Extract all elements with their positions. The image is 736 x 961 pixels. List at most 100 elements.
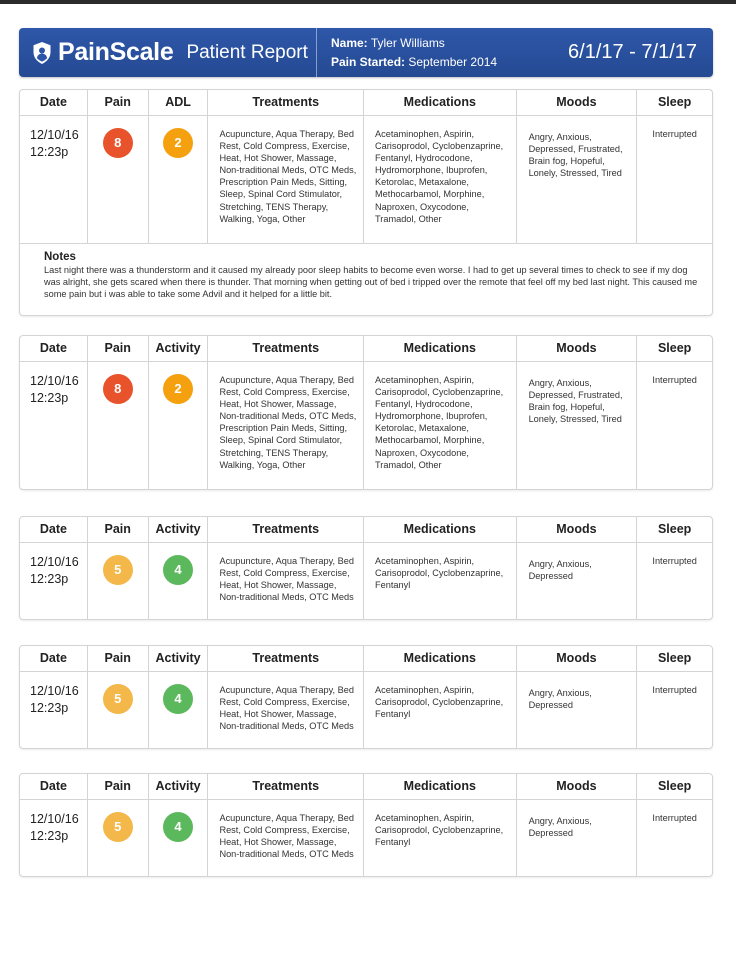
pain-badge: 8 bbox=[102, 374, 133, 404]
sleep-cell: Interrupted bbox=[652, 685, 697, 695]
table-header: Date Pain Activity Treatments Medication… bbox=[20, 646, 712, 672]
shield-icon bbox=[33, 41, 51, 64]
entry-date: 12/10/16 bbox=[30, 812, 79, 826]
column-header-medications: Medications bbox=[364, 90, 517, 115]
column-header-treatments: Treatments bbox=[208, 517, 365, 542]
table-row: 12/10/16 12:23p 8 2 Acupuncture, Aqua Th… bbox=[20, 116, 712, 243]
column-header-medications: Medications bbox=[364, 646, 517, 671]
column-header-treatments: Treatments bbox=[208, 646, 365, 671]
entry-date: 12/10/16 bbox=[30, 374, 79, 388]
column-header-activity: ADL bbox=[149, 90, 209, 115]
activity-cell: 2 bbox=[149, 116, 209, 243]
column-header-moods: Moods bbox=[517, 336, 638, 361]
entry-datetime: 12/10/16 12:23p bbox=[20, 800, 88, 876]
column-header-date: Date bbox=[20, 517, 88, 542]
entry-card: Date Pain Activity Treatments Medication… bbox=[19, 773, 713, 877]
column-header-moods: Moods bbox=[517, 517, 638, 542]
notes-text: Last night there was a thunderstorm and … bbox=[44, 265, 698, 300]
entry-date: 12/10/16 bbox=[30, 684, 79, 698]
column-header-moods: Moods bbox=[517, 774, 638, 799]
column-header-sleep: Sleep bbox=[657, 522, 692, 536]
column-header-moods: Moods bbox=[517, 90, 638, 115]
column-header-date: Date bbox=[20, 336, 88, 361]
pain-badge: 5 bbox=[102, 812, 133, 842]
treatments-cell: Acupuncture, Aqua Therapy, Bed Rest, Col… bbox=[208, 543, 364, 619]
brand: PainScale Patient Report bbox=[19, 28, 316, 77]
treatments-cell: Acupuncture, Aqua Therapy, Bed Rest, Col… bbox=[208, 362, 364, 489]
activity-badge: 2 bbox=[163, 374, 194, 404]
medications-cell: Acetaminophen, Aspirin, Carisoprodol, Cy… bbox=[364, 800, 517, 876]
column-header-activity: Activity bbox=[149, 517, 209, 542]
pain-cell: 8 bbox=[88, 116, 149, 243]
entry-card: Date Pain Activity Treatments Medication… bbox=[19, 335, 713, 490]
column-header-pain: Pain bbox=[88, 336, 149, 361]
moods-cell: Angry, Anxious, Depressed bbox=[517, 800, 638, 876]
column-header-sleep: Sleep bbox=[657, 95, 692, 109]
column-header-medications: Medications bbox=[364, 517, 517, 542]
brand-name: PainScale bbox=[58, 38, 174, 66]
entry-time: 12:23p bbox=[30, 829, 69, 843]
pain-started-label: Pain Started: bbox=[331, 54, 406, 69]
entry-datetime: 12/10/16 12:23p bbox=[20, 362, 88, 489]
pain-cell: 8 bbox=[88, 362, 149, 489]
column-header-moods: Moods bbox=[517, 646, 638, 671]
column-header-sleep: Sleep bbox=[657, 651, 692, 665]
moods-cell: Angry, Anxious, Depressed bbox=[517, 543, 638, 619]
table-row: 12/10/16 12:23p 5 4 Acupuncture, Aqua Th… bbox=[20, 800, 712, 876]
entry-card: Date Pain Activity Treatments Medication… bbox=[19, 516, 713, 620]
table-row: 12/10/16 12:23p 5 4 Acupuncture, Aqua Th… bbox=[20, 543, 712, 619]
entry-time: 12:23p bbox=[30, 145, 69, 159]
medications-cell: Acetaminophen, Aspirin, Carisoprodol, Cy… bbox=[364, 543, 517, 619]
column-header-pain: Pain bbox=[88, 517, 149, 542]
table-row: 12/10/16 12:23p 5 4 Acupuncture, Aqua Th… bbox=[20, 672, 712, 748]
entry-date: 12/10/16 bbox=[30, 555, 79, 569]
pain-badge: 5 bbox=[102, 555, 133, 585]
report-subtitle: Patient Report bbox=[186, 41, 308, 63]
column-header-medications: Medications bbox=[364, 336, 517, 361]
activity-cell: 2 bbox=[149, 362, 209, 489]
pain-badge: 5 bbox=[102, 684, 133, 714]
column-header-activity: Activity bbox=[149, 774, 209, 799]
moods-cell: Angry, Anxious, Depressed, Frustrated, B… bbox=[517, 362, 638, 489]
activity-cell: 4 bbox=[149, 800, 209, 876]
table-header: Date Pain Activity Treatments Medication… bbox=[20, 336, 712, 362]
moods-cell: Angry, Anxious, Depressed, Frustrated, B… bbox=[517, 116, 638, 243]
column-header-activity: Activity bbox=[149, 646, 209, 671]
treatments-cell: Acupuncture, Aqua Therapy, Bed Rest, Col… bbox=[208, 672, 364, 748]
entry-time: 12:23p bbox=[30, 701, 69, 715]
activity-cell: 4 bbox=[149, 672, 209, 748]
medications-cell: Acetaminophen, Aspirin, Carisoprodol, Cy… bbox=[364, 672, 517, 748]
pain-started-line: Pain Started: September 2014 bbox=[331, 53, 549, 72]
entry-card: Date Pain Activity Treatments Medication… bbox=[19, 645, 713, 749]
column-header-date: Date bbox=[20, 90, 88, 115]
pain-cell: 5 bbox=[88, 543, 149, 619]
name-label: Name: bbox=[331, 35, 368, 50]
pain-started-value: September 2014 bbox=[408, 54, 498, 69]
pain-cell: 5 bbox=[88, 672, 149, 748]
header-divider bbox=[316, 28, 317, 77]
report-header: PainScale Patient Report Name: Tyler Wil… bbox=[19, 28, 713, 77]
notes-section: Notes Last night there was a thunderstor… bbox=[20, 243, 712, 315]
treatments-cell: Acupuncture, Aqua Therapy, Bed Rest, Col… bbox=[208, 800, 364, 876]
activity-badge: 4 bbox=[163, 555, 194, 585]
notes-title: Notes bbox=[44, 251, 76, 263]
column-header-medications: Medications bbox=[364, 774, 517, 799]
sleep-cell: Interrupted bbox=[652, 813, 697, 823]
entry-time: 12:23p bbox=[30, 391, 69, 405]
pain-badge: 8 bbox=[102, 128, 133, 158]
column-header-pain: Pain bbox=[88, 90, 149, 115]
column-header-pain: Pain bbox=[88, 774, 149, 799]
patient-name-line: Name: Tyler Williams bbox=[331, 34, 549, 53]
column-header-date: Date bbox=[20, 646, 88, 671]
table-row: 12/10/16 12:23p 8 2 Acupuncture, Aqua Th… bbox=[20, 362, 712, 489]
entry-datetime: 12/10/16 12:23p bbox=[20, 543, 88, 619]
table-header: Date Pain Activity Treatments Medication… bbox=[20, 774, 712, 800]
column-header-sleep: Sleep bbox=[657, 341, 692, 355]
column-header-date: Date bbox=[20, 774, 88, 799]
activity-badge: 4 bbox=[163, 812, 194, 842]
column-header-sleep: Sleep bbox=[657, 779, 692, 793]
column-header-treatments: Treatments bbox=[208, 774, 365, 799]
date-range: 6/1/17 - 7/1/17 bbox=[568, 41, 697, 63]
entry-datetime: 12/10/16 12:23p bbox=[20, 116, 88, 243]
column-header-treatments: Treatments bbox=[208, 336, 365, 361]
